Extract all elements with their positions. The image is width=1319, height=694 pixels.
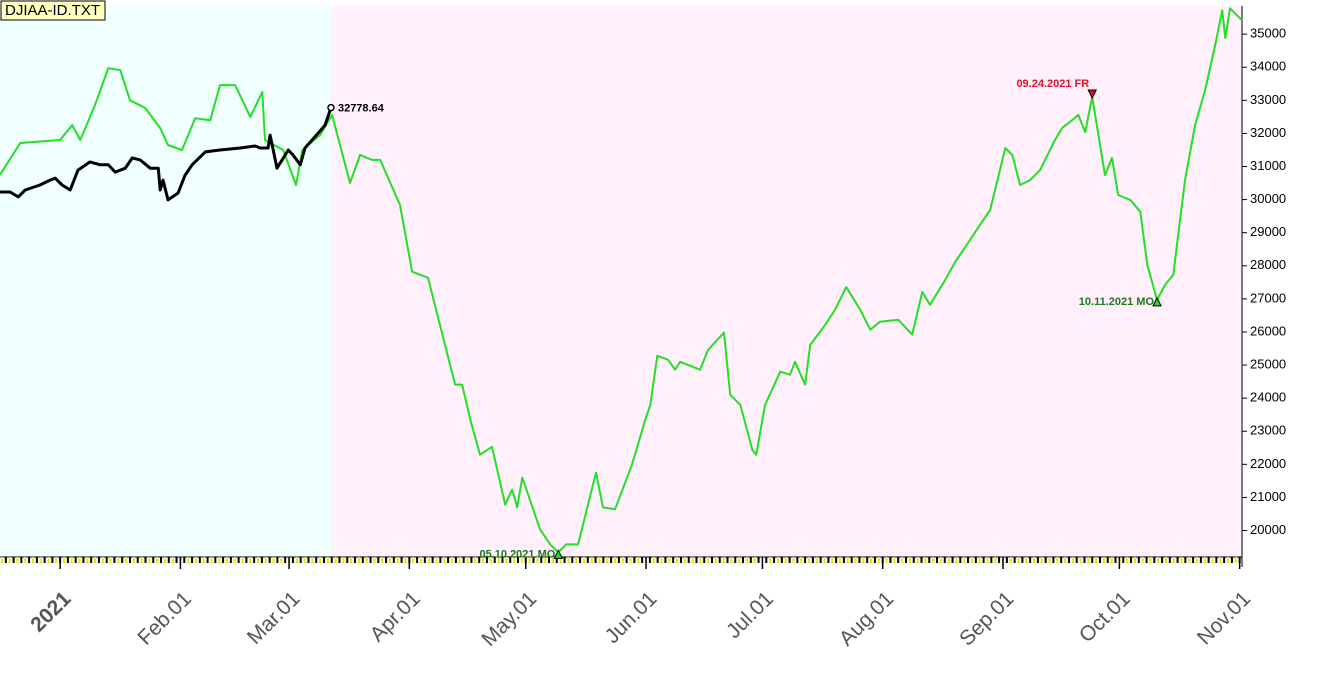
y-tick-label: 27000 [1250, 290, 1286, 305]
y-tick-label: 35000 [1250, 26, 1286, 41]
y-tick-label: 20000 [1250, 522, 1286, 537]
y-tick-label: 29000 [1250, 224, 1286, 239]
y-tick-label: 26000 [1250, 323, 1286, 338]
y-tick-label: 22000 [1250, 456, 1286, 471]
chart-title: DJIAA-ID.TXT [5, 2, 100, 19]
series-line [0, 7, 1243, 554]
x-tick-label: Oct.01 [1075, 587, 1135, 647]
y-tick-label: 31000 [1250, 158, 1286, 173]
x-tick-label: Mar.01 [243, 587, 305, 649]
x-tick-label: Aug.01 [835, 587, 898, 650]
low-marker [1152, 296, 1162, 307]
y-tick-label: 32000 [1250, 125, 1286, 140]
title-box [0, 0, 106, 21]
y-tick-label: 33000 [1250, 92, 1286, 107]
x-tick-label: Apr.01 [366, 587, 425, 646]
high-marker [1087, 89, 1098, 100]
y-tick-label: 25000 [1250, 356, 1286, 371]
x-tick-label: Jun.01 [601, 587, 662, 648]
forecast-background [330, 6, 1243, 557]
y-tick-label: 21000 [1250, 489, 1286, 504]
point-marker [327, 103, 335, 112]
y-tick-label: 23000 [1250, 423, 1286, 438]
x-tick-label: May.01 [477, 587, 541, 651]
x-tick-label: Feb.01 [133, 587, 196, 650]
history-background [0, 6, 331, 557]
y-tick-label: 24000 [1250, 390, 1286, 405]
value-annotation: 32778.64 [338, 103, 385, 115]
y-tick-label: 30000 [1250, 191, 1286, 206]
low-annotation: 05.10.2021 MO [479, 548, 555, 560]
x-tick-label: 2021 [26, 587, 76, 637]
x-tick-label: Jul.01 [722, 587, 778, 643]
y-tick-label: 34000 [1250, 59, 1286, 74]
high-annotation: 09.24.2021 FR [1016, 78, 1089, 90]
y-tick-label: 28000 [1250, 257, 1286, 272]
low-marker [553, 549, 564, 559]
low-annotation: 10.11.2021 MO [1079, 296, 1155, 308]
series-line [0, 107, 333, 202]
x-tick-label: Sep.01 [955, 587, 1018, 650]
x-tick-label: Nov.01 [1193, 587, 1255, 649]
